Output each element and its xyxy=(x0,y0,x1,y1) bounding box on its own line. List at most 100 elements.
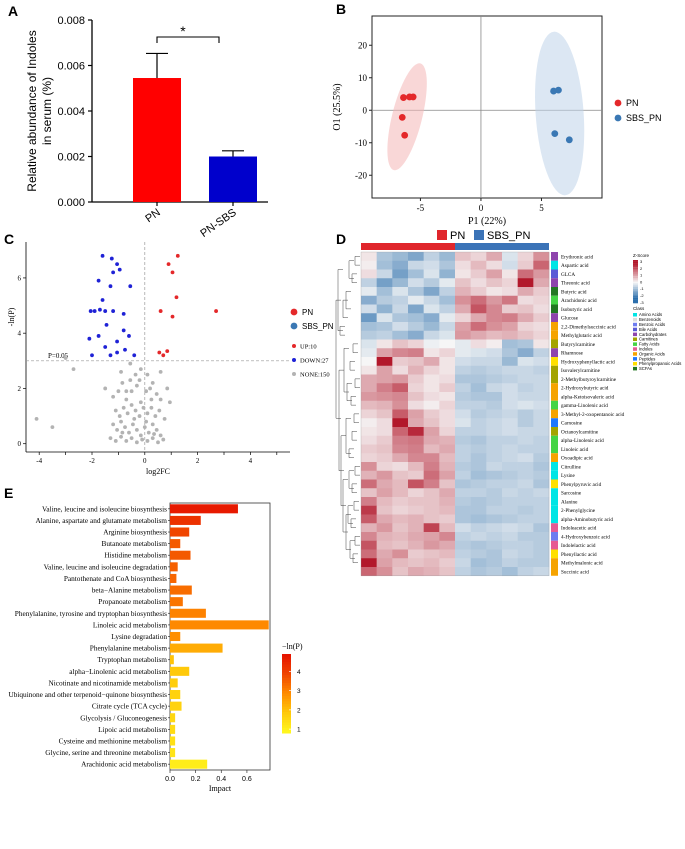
d-heat-cell xyxy=(502,479,518,489)
d-heat-cell xyxy=(408,304,424,314)
d-heat-cell xyxy=(455,392,471,402)
c-point-down xyxy=(87,336,92,341)
d-heat-cell xyxy=(517,505,534,515)
d-heat-cell xyxy=(502,313,518,323)
d-heat-cell xyxy=(455,374,471,384)
d-class-cell xyxy=(551,269,558,279)
d-heat-cell xyxy=(470,453,487,463)
c-point-none xyxy=(129,436,134,441)
c-point-down xyxy=(108,284,113,289)
d-heat-cell xyxy=(455,304,471,314)
d-dendrogram-branch xyxy=(354,466,360,476)
d-heat-cell xyxy=(439,339,456,349)
d-heat-cell xyxy=(455,540,471,550)
c-point-none xyxy=(162,416,167,421)
d-heat-cell xyxy=(423,567,440,577)
c-y-tick-label: 2 xyxy=(18,385,22,393)
d-class-cell xyxy=(551,400,558,410)
d-heat-cell xyxy=(533,269,550,279)
e-category-label: Linoleic acid metabolism xyxy=(93,620,167,629)
d-class-label: Amino Acids xyxy=(639,312,662,317)
d-heat-cell xyxy=(486,260,503,270)
d-heat-cell xyxy=(517,462,534,472)
d-heat-cell xyxy=(376,313,393,323)
e-legend-swatch xyxy=(282,675,291,679)
c-point-none xyxy=(142,425,147,430)
d-heat-cell xyxy=(455,462,471,472)
d-heat-cell xyxy=(486,549,503,559)
d-heat-cell xyxy=(423,523,440,533)
c-x-tick-label: 4 xyxy=(249,457,253,465)
c-legend-item-label: UP:10 xyxy=(300,344,317,351)
c-threshold-label: P=0.05 xyxy=(48,352,69,360)
d-heat-cell xyxy=(408,470,424,480)
d-row-label: gamma-Linolenic acid xyxy=(561,403,608,409)
c-point-none xyxy=(125,411,130,416)
d-heat-cell xyxy=(517,567,534,577)
d-heat-cell xyxy=(470,295,487,305)
d-heat-cell xyxy=(376,287,393,297)
d-class-cell xyxy=(551,392,558,401)
d-heat-cell xyxy=(423,269,440,279)
e-legend-swatch xyxy=(282,682,291,687)
chart-e: Valine, leucine and isoleucine biosynthe… xyxy=(8,502,303,793)
d-heat-cell xyxy=(392,357,409,367)
e-legend-swatch xyxy=(282,667,291,671)
chart-b: -5 0 5 -20 -10 0 10 20 P1 (22%) O1 (25.5%) PN SBS_P… xyxy=(332,15,662,227)
d-heat-cell xyxy=(486,488,503,498)
e-legend-swatch xyxy=(282,654,291,658)
d-heat-cell xyxy=(376,322,393,332)
panel-label-a: A xyxy=(8,3,18,19)
d-heat-cell xyxy=(455,453,471,463)
c-point-none xyxy=(150,422,155,427)
d-heat-cell xyxy=(376,278,393,288)
d-row-label: Arachidonic acid xyxy=(561,298,597,304)
e-category-label: Pantothenate and CoA biosynthesis xyxy=(64,574,167,583)
d-heat-cell xyxy=(533,523,550,533)
d-zscore-tick: -3 xyxy=(640,300,644,305)
d-heat-cell xyxy=(392,505,409,515)
d-heat-cell xyxy=(517,470,534,480)
d-zscore-swatch xyxy=(633,278,638,280)
e-legend-swatch xyxy=(282,696,291,700)
d-class-label: Carbohydrates xyxy=(639,332,666,337)
c-point-none xyxy=(156,440,160,445)
c-point-none xyxy=(129,403,134,407)
d-heat-cell xyxy=(486,357,503,367)
e-legend-swatch xyxy=(282,685,291,689)
d-zscore-swatch xyxy=(633,276,638,279)
d-heat-cell xyxy=(533,339,550,349)
c-x-tick-label: -4 xyxy=(36,457,42,465)
d-heat-cell xyxy=(533,444,550,454)
d-class-cell xyxy=(551,567,558,576)
d-heat-cell xyxy=(517,339,534,349)
c-legend-item-dot xyxy=(292,372,296,376)
d-heat-cell xyxy=(376,435,393,445)
d-heat-cell xyxy=(455,348,471,358)
d-class-cell xyxy=(551,444,558,454)
c-point-none xyxy=(150,436,155,441)
c-point-none xyxy=(128,378,133,383)
e-category-label: Butanoate metabolism xyxy=(102,539,168,548)
d-heatmap-frame xyxy=(360,251,550,576)
d-heat-cell xyxy=(470,322,487,332)
d-heat-cell xyxy=(392,374,409,384)
b-x-axis-label: P1 (22%) xyxy=(468,216,506,227)
d-heat-cell xyxy=(455,322,471,332)
c-point-up xyxy=(214,309,218,313)
c-point-up xyxy=(165,349,170,354)
d-dendrogram-branch xyxy=(353,413,359,423)
d-heat-cell xyxy=(423,514,440,524)
a-bar-pn-sbs xyxy=(209,156,257,202)
d-heat-cell xyxy=(408,479,424,489)
d-heat-cell xyxy=(486,252,503,262)
e-x-tick-label: 0.2 xyxy=(191,776,201,783)
c-point-down xyxy=(103,309,108,313)
d-class-label: Carnitines xyxy=(639,337,658,342)
d-heat-cell xyxy=(486,322,503,332)
d-heat-cell xyxy=(533,453,550,463)
d-heat-cell xyxy=(486,540,503,550)
d-heat-cell xyxy=(470,392,487,402)
c-point-none xyxy=(137,414,142,418)
d-heat-cell xyxy=(376,523,393,533)
